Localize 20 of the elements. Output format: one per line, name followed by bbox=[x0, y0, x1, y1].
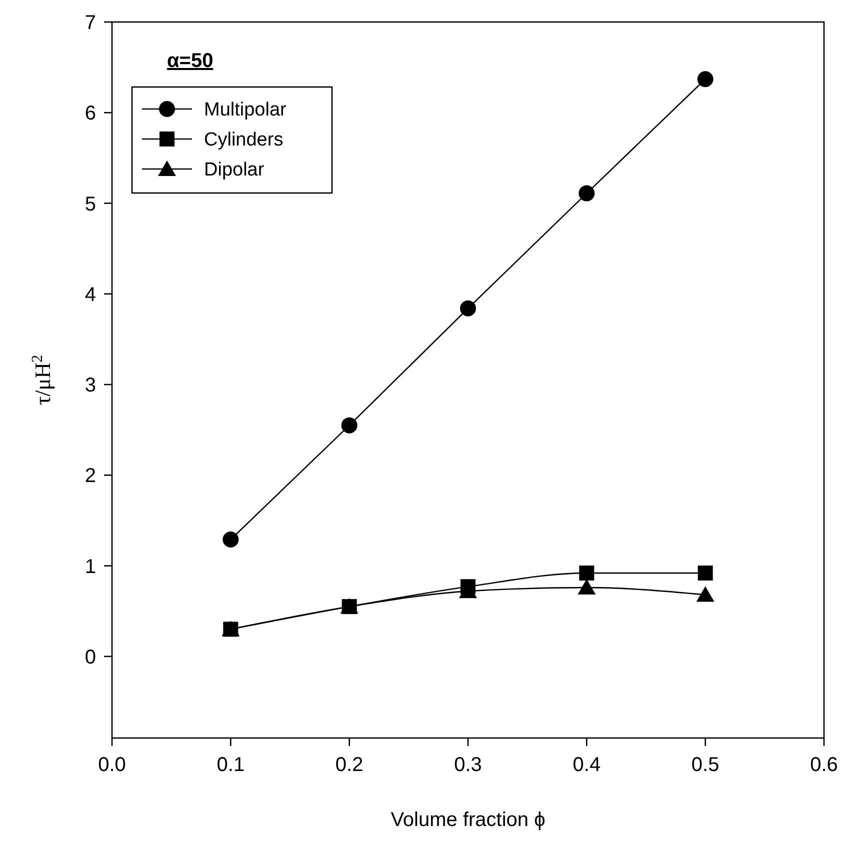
y-tick-label: 5 bbox=[84, 193, 96, 216]
y-tick-label: 7 bbox=[84, 12, 96, 34]
y-tick-label: 6 bbox=[84, 102, 96, 125]
y-tick-label: 3 bbox=[84, 374, 96, 397]
y-tick-label: 2 bbox=[84, 465, 96, 488]
legend-label: Cylinders bbox=[204, 130, 284, 151]
y-tick-label: 4 bbox=[84, 284, 96, 306]
x-tick-label: 0.3 bbox=[454, 754, 482, 776]
x-axis-title: Volume fraction ϕ bbox=[390, 809, 546, 831]
x-tick-label: 0.5 bbox=[691, 754, 720, 776]
y-tick-label: 0 bbox=[84, 646, 96, 668]
legend-label: Multipolar bbox=[204, 100, 288, 121]
x-tick-label: 0.1 bbox=[216, 754, 245, 776]
legend-label: Dipolar bbox=[204, 160, 265, 181]
x-tick-label: 0.4 bbox=[572, 754, 601, 776]
x-tick-label: 0.0 bbox=[98, 754, 126, 776]
x-tick-label: 0.6 bbox=[810, 754, 838, 776]
annotation: α=50 bbox=[167, 50, 214, 72]
y-tick-label: 1 bbox=[84, 556, 96, 578]
x-tick-label: 0.2 bbox=[335, 754, 364, 776]
